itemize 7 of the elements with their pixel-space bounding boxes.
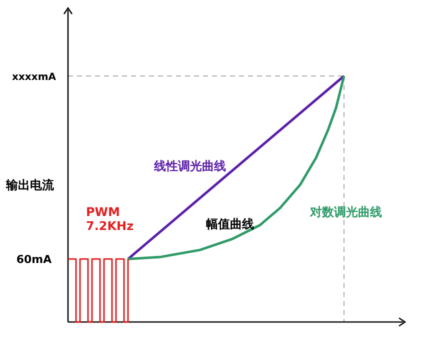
text: 60mA (16, 253, 52, 266)
ref-line-label: xxxxmA (12, 72, 56, 83)
text: PWM 7.2KHz (86, 205, 134, 233)
annotation: 幅值曲线 (206, 217, 254, 231)
series-label: 线性调光曲线 (153, 159, 226, 173)
series-label: 对数调光曲线 (309, 205, 382, 219)
y-axis-title: 输出电流 (5, 178, 55, 192)
